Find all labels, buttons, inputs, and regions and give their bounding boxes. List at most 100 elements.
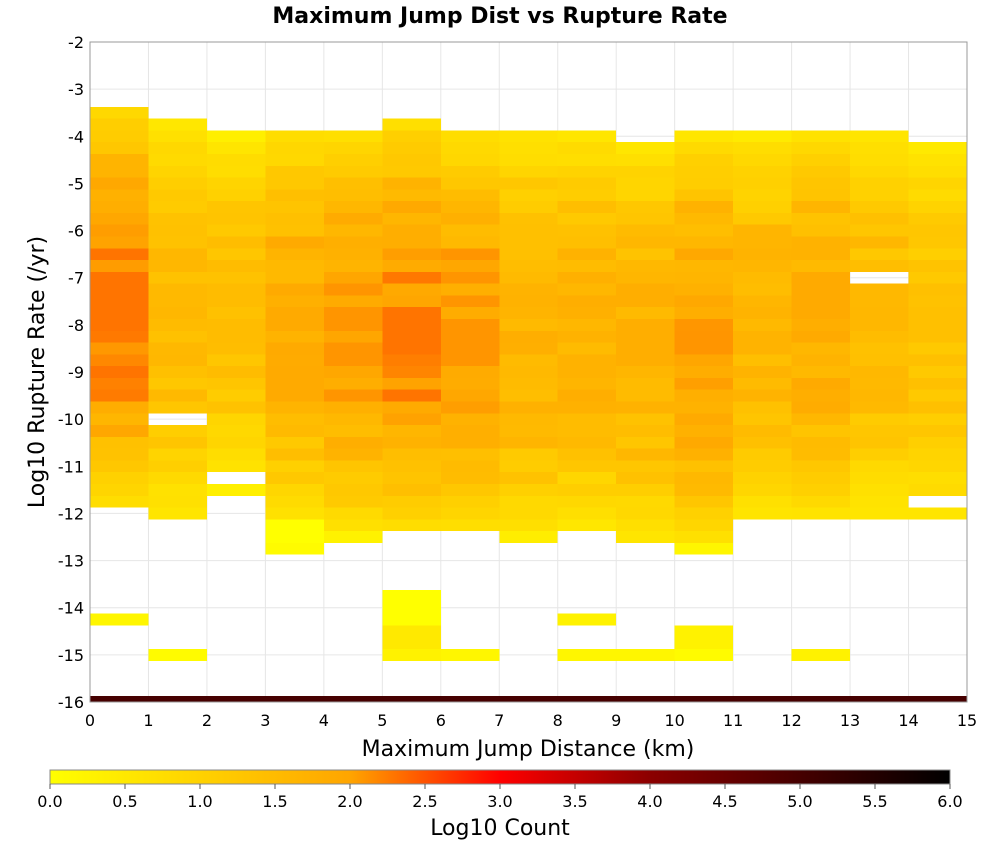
heatmap-cell — [733, 212, 792, 225]
heatmap-cell — [206, 130, 266, 143]
chart-title: Maximum Jump Dist vs Rupture Rate — [272, 4, 727, 29]
heatmap-cell — [265, 248, 324, 261]
heatmap-cell — [733, 248, 792, 261]
heatmap-cell — [440, 318, 500, 331]
colorbar-tick-label: 1.0 — [187, 792, 212, 811]
y-tick-label: -15 — [58, 646, 84, 665]
y-tick-label: -16 — [58, 693, 84, 712]
heatmap-cell — [499, 307, 558, 319]
heatmap-cell — [440, 401, 500, 414]
x-axis-ticks: 0 1 2 3 4 5 6 7 8 9 10 11 12 13 14 15 — [85, 711, 977, 730]
heatmap-cell — [616, 507, 675, 520]
heatmap-cell — [323, 224, 383, 237]
heatmap-cell — [616, 165, 675, 178]
heatmap-cell — [557, 260, 617, 272]
heatmap-cell — [499, 342, 558, 355]
heatmap-cell — [440, 236, 500, 249]
heatmap-cell — [206, 295, 266, 308]
heatmap-cell — [323, 460, 383, 473]
heatmap-cell — [323, 401, 383, 414]
heatmap-cell — [791, 377, 851, 390]
heatmap-cell — [791, 224, 851, 237]
heatmap-cell — [382, 648, 441, 661]
heatmap-cell — [674, 542, 734, 555]
heatmap-cell — [90, 153, 149, 166]
heatmap-cell — [733, 354, 792, 367]
heatmap-cell — [148, 295, 207, 308]
heatmap-cell — [323, 260, 383, 272]
heatmap-cell — [265, 130, 324, 143]
heatmap-cell — [323, 436, 383, 449]
heatmap-cell — [148, 177, 207, 190]
heatmap-cell — [499, 177, 558, 190]
heatmap-cell — [616, 354, 675, 367]
heatmap-cell — [674, 295, 734, 308]
heatmap-cell — [323, 472, 383, 484]
heatmap-cell — [791, 177, 851, 190]
heatmap-cell — [733, 318, 792, 331]
heatmap-cell — [206, 413, 266, 426]
heatmap-cell — [265, 307, 324, 319]
colorbar-tick-label: 5.5 — [862, 792, 887, 811]
heatmap-cell — [382, 307, 441, 319]
heatmap-cell — [206, 236, 266, 249]
heatmap-cell — [323, 248, 383, 261]
heatmap-cell — [265, 519, 324, 543]
heatmap-cell — [499, 201, 558, 213]
heatmap-cell — [674, 201, 734, 213]
heatmap-cell — [733, 483, 792, 496]
y-tick-label: -11 — [58, 457, 84, 476]
heatmap-cell — [674, 495, 734, 508]
heatmap-cell — [557, 283, 617, 296]
heatmap-cell — [148, 307, 207, 319]
x-tick-label: 0 — [85, 711, 95, 730]
heatmap-cell — [440, 460, 500, 473]
heatmap-cell — [323, 519, 383, 532]
heatmap-cell — [499, 436, 558, 449]
heatmap-cell — [791, 248, 851, 261]
heatmap-cell — [791, 342, 851, 355]
heatmap-cell — [499, 212, 558, 225]
heatmap-cell — [850, 142, 909, 154]
heatmap-cell — [557, 295, 617, 308]
heatmap-cell — [908, 401, 967, 414]
heatmap-cell — [382, 260, 441, 272]
heatmap-cell — [733, 153, 792, 166]
heatmap-cell — [440, 377, 500, 390]
heatmap-cell — [90, 106, 149, 119]
heatmap-cell — [265, 318, 324, 331]
heatmap-cell — [265, 401, 324, 414]
heatmap-cell — [557, 472, 617, 484]
heatmap-cell — [90, 283, 149, 296]
heatmap-cell — [382, 354, 441, 367]
heatmap-cell — [616, 448, 675, 461]
heatmap-cell — [265, 177, 324, 190]
heatmap-cell — [323, 507, 383, 520]
heatmap-cell — [90, 318, 149, 331]
heatmap-cell — [90, 236, 149, 249]
heatmap-cell — [616, 318, 675, 331]
heatmap-cell — [791, 283, 851, 296]
heatmap-cell — [791, 472, 851, 484]
y-tick-label: -7 — [68, 269, 84, 288]
heatmap-cell — [791, 201, 851, 213]
heatmap-cell — [440, 354, 500, 367]
heatmap-cell — [265, 436, 324, 449]
heatmap-cell — [557, 318, 617, 331]
heatmap-cell — [850, 189, 909, 202]
heatmap-cell — [90, 436, 149, 449]
y-tick-label: -12 — [58, 504, 84, 523]
heatmap-cell — [674, 366, 734, 378]
heatmap-cell — [557, 460, 617, 473]
heatmap-cell — [908, 165, 967, 178]
heatmap-cell — [616, 295, 675, 308]
heatmap-cell — [908, 248, 967, 261]
heatmap-cell — [206, 307, 266, 319]
colorbar — [49, 769, 951, 785]
heatmap-cell — [382, 153, 441, 166]
heatmap-cell — [733, 472, 792, 484]
heatmap-cell — [382, 495, 441, 508]
heatmap-cell — [148, 425, 207, 437]
heatmap-cell — [382, 330, 441, 343]
heatmap-cell — [148, 472, 207, 484]
